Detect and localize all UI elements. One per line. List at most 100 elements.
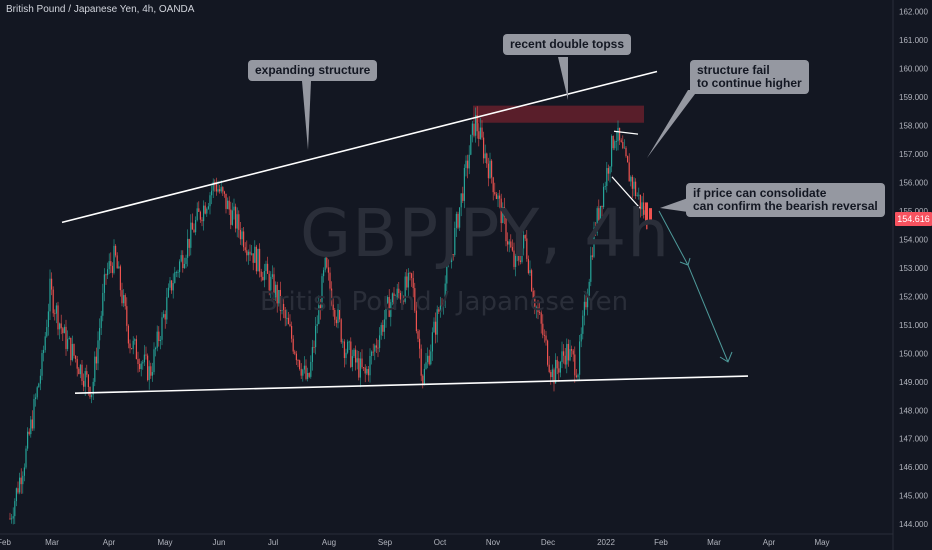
candle-body (219, 189, 221, 192)
candle-body (382, 325, 384, 332)
candle-body (582, 315, 584, 334)
candle-body (20, 477, 22, 485)
candle-body (259, 248, 261, 272)
y-tick-label: 148.000 (899, 406, 928, 415)
candle-body (462, 193, 464, 201)
candle-body (182, 255, 184, 269)
candle-body (452, 254, 454, 255)
candle-body (35, 397, 37, 400)
candle-body (460, 193, 462, 208)
candle-body (323, 270, 325, 277)
candle-body (347, 341, 349, 353)
y-tick-label: 161.000 (899, 36, 928, 45)
callout-consolidate[interactable]: if price can consolidate can confirm the… (686, 183, 885, 217)
candle-body (239, 229, 241, 240)
candle-body (556, 359, 558, 369)
candle-body (415, 310, 417, 332)
candle-body (38, 383, 40, 388)
candle-body (395, 297, 397, 304)
candle-body (465, 160, 467, 168)
callout-expanding-structure[interactable]: expanding structure (248, 60, 378, 81)
candle-body (238, 214, 240, 230)
candle-body (631, 176, 633, 189)
y-tick-label: 154.000 (899, 235, 928, 244)
candle-body (638, 194, 640, 196)
x-tick-label: Feb (0, 538, 11, 547)
candle-body (195, 220, 197, 233)
candle-body (447, 261, 449, 265)
candle-body (409, 272, 411, 274)
candle-body (620, 140, 622, 142)
candle-body (284, 309, 286, 319)
candle-body (591, 255, 593, 257)
candle-body (479, 127, 481, 139)
candle-body (601, 205, 603, 208)
candle-body (86, 371, 88, 375)
candle-body (76, 358, 78, 369)
candle-body (563, 351, 565, 356)
expanding-structure-upper-line[interactable] (61, 70, 658, 224)
candle-body (127, 325, 129, 344)
projection-arrow-segment (687, 264, 729, 363)
candle-body (39, 375, 41, 384)
candle-body (257, 248, 259, 272)
candle-body (484, 153, 486, 159)
candle-body (65, 326, 67, 349)
callout-pointer (558, 57, 568, 100)
candle-body (220, 187, 222, 192)
candle-body (579, 341, 581, 375)
candle-body (588, 281, 590, 296)
candle-body (625, 147, 627, 157)
expanding-structure-lower-line[interactable] (74, 375, 749, 394)
candle-body (43, 350, 45, 354)
candle-body (364, 367, 366, 374)
candle-body (387, 297, 389, 303)
candle-body (398, 288, 400, 294)
candle-body (68, 337, 70, 340)
y-tick-label: 159.000 (899, 93, 928, 102)
candle-body (566, 343, 568, 365)
candle-body (111, 265, 113, 273)
candle-body (164, 314, 166, 320)
candle-body (278, 289, 280, 304)
candle-body (334, 309, 336, 320)
callout-double-tops[interactable]: recent double topss (503, 34, 632, 55)
candle-body (558, 368, 560, 373)
candle-body (374, 345, 376, 352)
candle-body (36, 387, 38, 398)
candle-body (475, 115, 477, 136)
candle-body (511, 247, 513, 251)
candle-body (535, 307, 537, 309)
candle-body (430, 351, 432, 365)
projection-arrow-segment (658, 210, 689, 266)
candle-body (467, 160, 469, 169)
candle-body (166, 297, 168, 320)
candle-body (215, 183, 217, 192)
candle-body (548, 364, 550, 372)
candle-body (523, 235, 525, 249)
y-tick-label: 153.000 (899, 264, 928, 273)
candle-body (385, 302, 387, 320)
candle-body (265, 263, 267, 271)
candle-body (188, 238, 190, 248)
candle-body (271, 274, 273, 277)
candle-body (547, 340, 549, 365)
symbol-title: British Pound / Japanese Yen, 4h, OANDA (6, 4, 195, 15)
candle-body (359, 358, 361, 378)
callout-structure-fail[interactable]: structure fail to continue higher (690, 60, 809, 94)
candle-body (46, 327, 48, 337)
candle-body (428, 355, 430, 365)
candle-body (286, 317, 288, 319)
candle-body (223, 191, 225, 194)
candle-body (134, 339, 136, 341)
x-tick-label: Dec (541, 538, 555, 547)
candle-body (231, 210, 233, 225)
candle-body (603, 186, 605, 208)
candle-body (377, 347, 379, 349)
candle-body (17, 488, 19, 493)
candle-body (191, 222, 193, 230)
candle-body (487, 163, 489, 179)
double-top-line (613, 130, 639, 135)
candle-body (446, 264, 448, 284)
